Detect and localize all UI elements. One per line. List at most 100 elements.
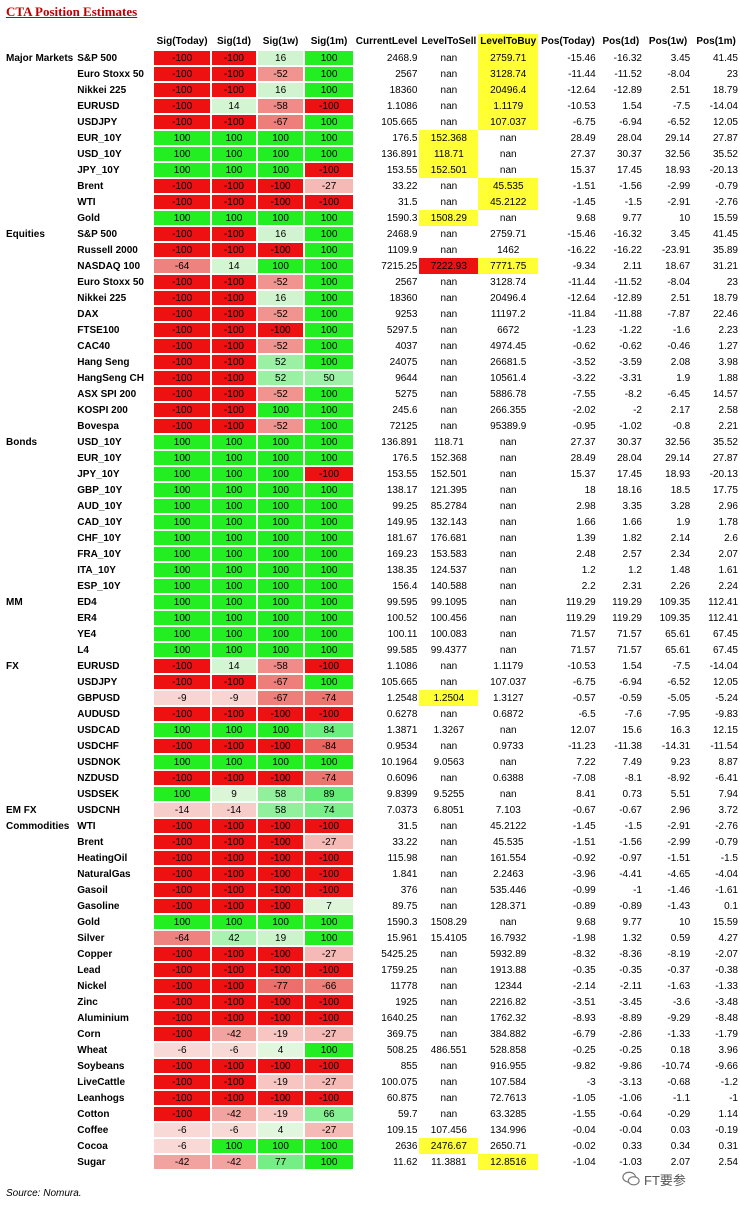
signal-cell: -100 [304, 1010, 354, 1026]
level-to-sell-cell: nan [440, 244, 458, 256]
signal-cell: -27 [304, 178, 354, 194]
position-cell: 109.35 [659, 612, 691, 624]
page-title: CTA Position Estimates [6, 4, 138, 19]
instrument-name: EUR_10Y [77, 452, 122, 464]
signal-cell: 100 [153, 626, 212, 642]
level-to-sell-cell: 132.143 [430, 516, 467, 528]
table-row: EUR_10Y 100 100 100 100 176.5 152.368 nan 28.49 2… [4, 450, 740, 466]
level-to-sell-cell: nan [440, 84, 458, 96]
signal-cell: 100 [304, 50, 354, 66]
table-row: Wheat -6 -6 4 100 508.25 486.551 528.858 -0.25 -0… [4, 1042, 740, 1058]
instrument-name: CHF_10Y [77, 532, 122, 544]
signal-cell: 100 [211, 146, 257, 162]
table-row: EM FX USDCNH -14 -14 58 74 7.0373 6.8051 7.103 -0… [4, 802, 740, 818]
signal-cell: -100 [153, 98, 212, 114]
position-cell: 0.34 [670, 1140, 691, 1152]
signal-cell: 100 [211, 610, 257, 626]
level-to-sell-cell: nan [440, 1108, 458, 1120]
table-row: WTI -100 -100 -100 -100 31.5 nan 45.2122 -1.45 -1… [4, 194, 740, 210]
position-cell: 10 [679, 212, 691, 224]
current-level-cell: 855 [400, 1060, 418, 1072]
signal-cell: -100 [304, 962, 354, 978]
position-cell: 15.37 [570, 468, 596, 480]
signal-cell: 100 [256, 498, 305, 514]
signal-cell: 100 [256, 514, 305, 530]
position-cell: -2.02 [572, 404, 596, 416]
signal-cell: -52 [256, 386, 305, 402]
table-row: KOSPI 200 -100 -100 100 100 245.6 nan 266.355 -2… [4, 402, 740, 418]
level-to-sell-cell: nan [440, 868, 458, 880]
position-cell: 1.82 [622, 532, 642, 544]
current-level-cell: 59.7 [397, 1108, 418, 1120]
position-cell: -2.11 [619, 980, 642, 992]
position-cell: 27.37 [570, 436, 596, 448]
signal-cell: 100 [211, 562, 257, 578]
level-to-sell-cell: nan [440, 820, 458, 832]
position-cell: 2.6 [724, 532, 738, 544]
level-to-buy-cell: nan [499, 580, 517, 592]
table-row: HangSeng CH -100 -100 52 50 9644 nan 10561.4 -3.… [4, 370, 740, 386]
position-cell: -12.64 [567, 292, 596, 304]
level-to-sell-cell: 124.537 [430, 564, 467, 576]
signal-cell: -6 [153, 1138, 212, 1154]
current-level-cell: 156.4 [392, 580, 418, 592]
signal-cell: 100 [211, 434, 257, 450]
signal-cell: 100 [304, 290, 354, 306]
level-to-sell-cell: nan [440, 1076, 458, 1088]
level-to-buy-cell: nan [499, 564, 517, 576]
current-level-cell: 7215.25 [381, 260, 418, 272]
position-cell: -0.62 [619, 340, 642, 352]
signal-cell: 100 [256, 578, 305, 594]
signal-cell: 100 [211, 594, 257, 610]
instrument-name: JPY_10Y [77, 164, 120, 176]
instrument-name: Cocoa [77, 1140, 108, 1152]
position-cell: -1.51 [572, 836, 596, 848]
signal-cell: 100 [153, 162, 212, 178]
signal-cell: 100 [304, 450, 354, 466]
signal-cell: -58 [256, 658, 305, 674]
signal-cell: 100 [256, 914, 305, 930]
position-cell: 1.39 [576, 532, 596, 544]
position-cell: -16.22 [613, 244, 642, 256]
position-cell: 35.89 [712, 244, 738, 256]
instrument-name: S&P 500 [77, 228, 118, 240]
current-level-cell: 33.22 [392, 836, 418, 848]
group-label [4, 82, 75, 98]
level-to-buy-cell: 7771.75 [478, 258, 539, 274]
level-to-sell-cell: 152.501 [419, 162, 479, 178]
table-row: Nikkei 225 -100 -100 16 100 18360 nan 20496.4 -1… [4, 82, 740, 98]
instrument-name: ER4 [77, 612, 97, 624]
current-level-cell: 169.23 [386, 548, 418, 560]
level-to-sell-cell: nan [440, 180, 458, 192]
position-cell: -8.19 [667, 948, 691, 960]
table-row: EUR_10Y 100 100 100 100 176.5 152.368 nan 28.49 2… [4, 130, 740, 146]
position-cell: -1.45 [572, 820, 596, 832]
level-to-buy-cell: 45.535 [478, 178, 539, 194]
level-to-sell-cell: 1.3267 [433, 724, 465, 736]
current-level-cell: 105.665 [381, 676, 418, 688]
position-cell: -0.25 [572, 1044, 596, 1056]
signal-cell: -52 [256, 418, 305, 434]
position-cell: -1.6 [672, 324, 691, 336]
position-cell: 7.22 [576, 756, 596, 768]
signal-cell: -100 [153, 706, 212, 722]
current-level-cell: 5297.5 [386, 324, 418, 336]
group-label [4, 626, 75, 642]
signal-cell: -100 [211, 866, 257, 882]
instrument-name: HangSeng CH [77, 372, 144, 384]
table-row: FX EURUSD -100 14 -58 -100 1.1086 nan 1.1179 -10.… [4, 658, 740, 674]
signal-cell: -100 [153, 194, 212, 210]
current-level-cell: 1.1086 [386, 660, 418, 672]
level-to-sell-cell: 176.681 [430, 532, 467, 544]
position-cell: 41.45 [712, 52, 738, 64]
level-to-sell-cell: 121.395 [430, 484, 467, 496]
level-to-buy-cell: 1762.32 [490, 1012, 527, 1024]
signal-cell: -42 [211, 1106, 257, 1122]
level-to-buy-cell: 72.7613 [490, 1092, 527, 1104]
group-label [4, 722, 75, 738]
position-cell: 2.07 [718, 548, 738, 560]
position-cell: -4.65 [667, 868, 691, 880]
level-to-sell-cell: 152.501 [430, 468, 467, 480]
group-label [4, 450, 75, 466]
group-label [4, 242, 75, 258]
